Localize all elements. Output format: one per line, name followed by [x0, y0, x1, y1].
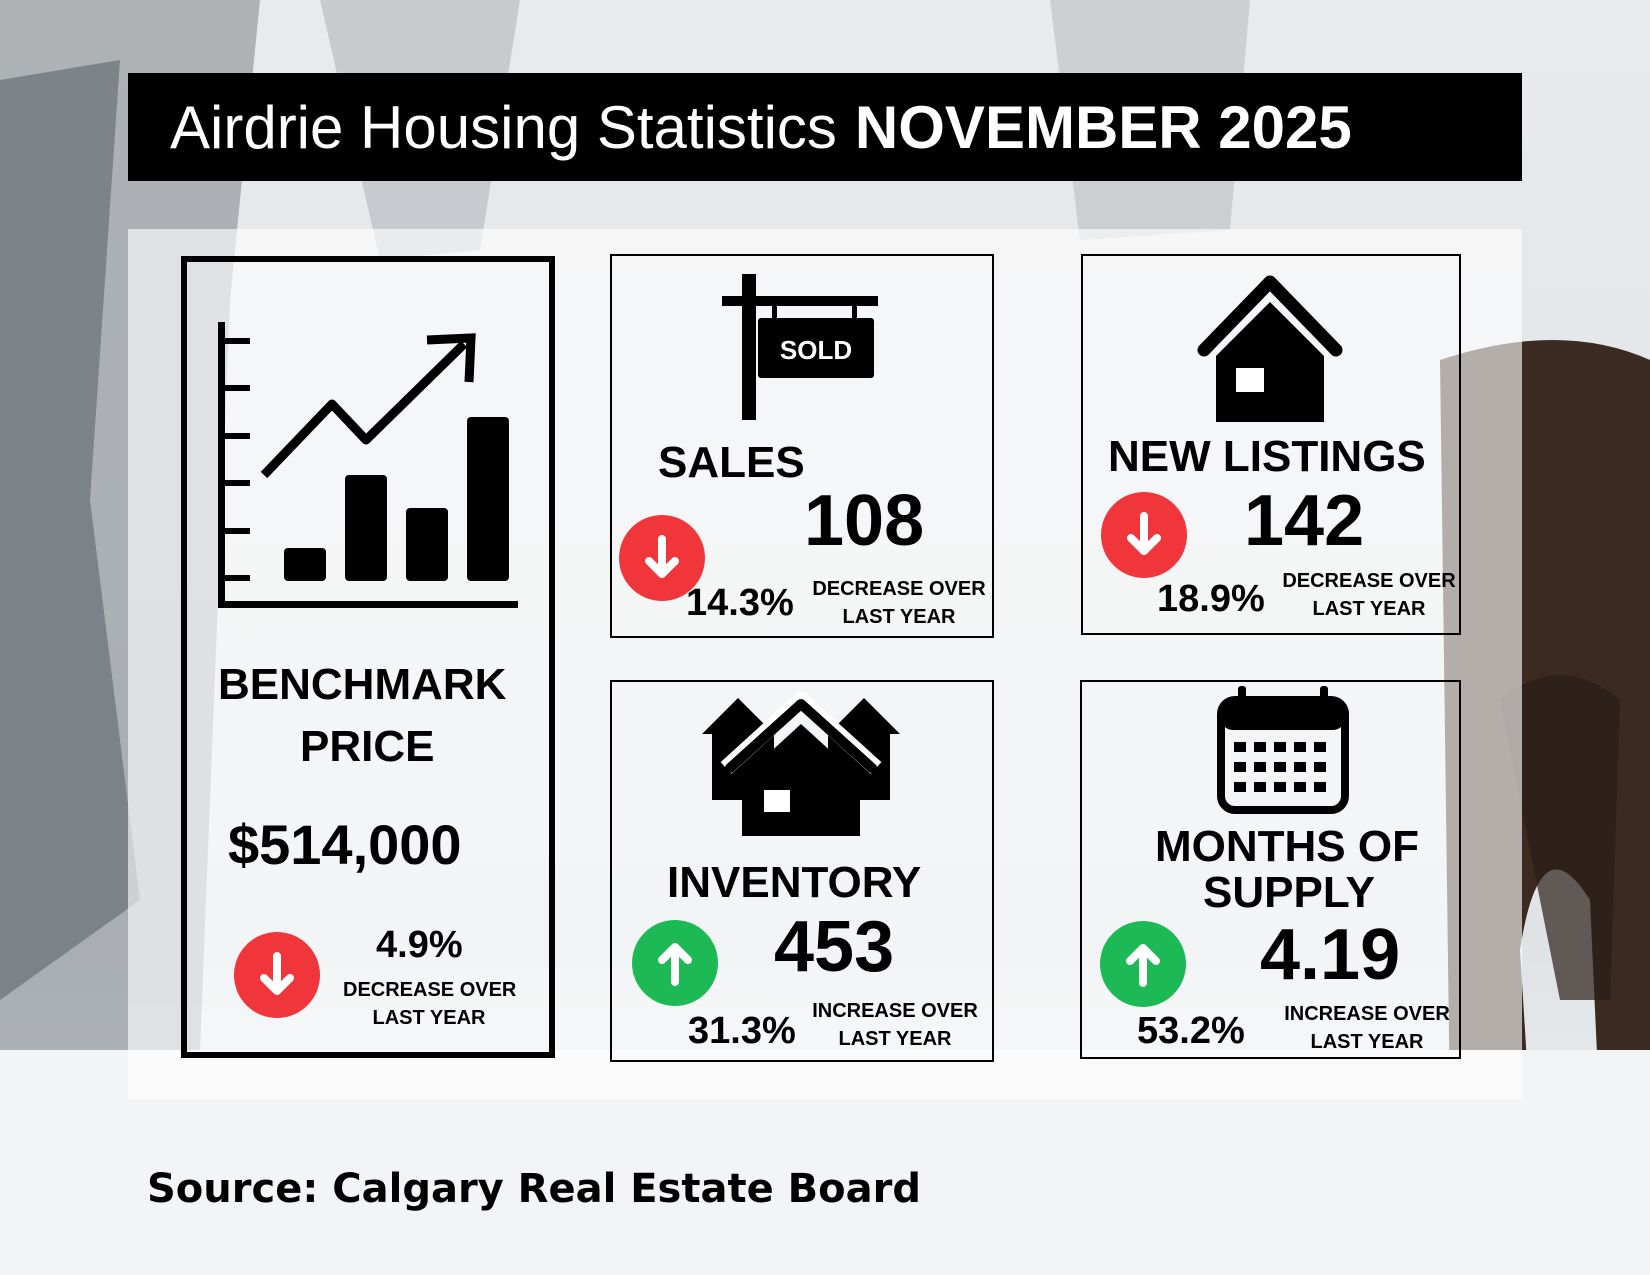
months-supply-up-arrow-icon	[1100, 921, 1186, 1007]
title-period: NOVEMBER 2025	[854, 93, 1352, 161]
benchmark-label-line2: PRICE	[300, 722, 435, 771]
months-supply-value: 4.19	[1260, 915, 1401, 995]
benchmark-change-line1: DECREASE OVER	[343, 979, 517, 1001]
sales-value: 108	[804, 481, 925, 561]
months-supply-label-line2: SUPPLY	[1203, 868, 1376, 917]
bar-chart-up-arrow-icon	[218, 322, 518, 608]
new-listings-change-line2: LAST YEAR	[1312, 598, 1426, 620]
benchmark-change-pct: 4.9%	[376, 924, 463, 966]
inventory-label: INVENTORY	[667, 858, 922, 907]
house-icon	[1197, 275, 1343, 422]
new-listings-change-line1: DECREASE OVER	[1282, 570, 1456, 592]
houses-icon	[702, 692, 900, 836]
new-listings-card	[1081, 254, 1461, 635]
inventory-up-arrow-icon	[632, 920, 718, 1006]
benchmark-value: $514,000	[228, 813, 462, 876]
months-supply-change-pct: 53.2%	[1137, 1010, 1245, 1052]
calendar-icon	[1217, 686, 1349, 814]
benchmark-change-line2: LAST YEAR	[372, 1007, 486, 1029]
sales-label: SALES	[658, 438, 805, 487]
months-supply-card	[1080, 680, 1461, 1059]
new-listings-value: 142	[1244, 481, 1365, 561]
sales-change-line1: DECREASE OVER	[812, 578, 986, 600]
new-listings-label: NEW LISTINGS	[1108, 432, 1426, 481]
source-credit: Source: Calgary Real Estate Board	[147, 1166, 921, 1212]
benchmark-label-line1: BENCHMARK	[218, 660, 507, 709]
sales-change-line2: LAST YEAR	[842, 606, 956, 628]
months-supply-change-line1: INCREASE OVER	[1284, 1003, 1450, 1025]
inventory-value: 453	[774, 907, 895, 987]
months-supply-label-line1: MONTHS OF	[1155, 822, 1419, 871]
sales-down-arrow-icon	[619, 515, 705, 601]
inventory-change-line1: INCREASE OVER	[812, 1000, 978, 1022]
sold-sign-icon: SOLD	[722, 274, 878, 420]
months-supply-change-line2: LAST YEAR	[1310, 1031, 1424, 1053]
inventory-change-line2: LAST YEAR	[838, 1028, 952, 1050]
benchmark-card	[181, 256, 555, 1058]
sales-card	[610, 254, 994, 638]
new-listings-change-pct: 18.9%	[1157, 578, 1265, 620]
sales-change-pct: 14.3%	[686, 582, 794, 624]
title-bar: Airdrie Housing Statistics NOVEMBER 2025	[128, 73, 1522, 181]
new-listings-down-arrow-icon	[1101, 492, 1187, 578]
benchmark-down-arrow-icon	[234, 932, 320, 1018]
sold-sign-text: SOLD	[780, 335, 852, 365]
title-prefix: Airdrie Housing Statistics	[170, 93, 837, 161]
inventory-change-pct: 31.3%	[688, 1010, 796, 1052]
inventory-card	[610, 680, 994, 1062]
